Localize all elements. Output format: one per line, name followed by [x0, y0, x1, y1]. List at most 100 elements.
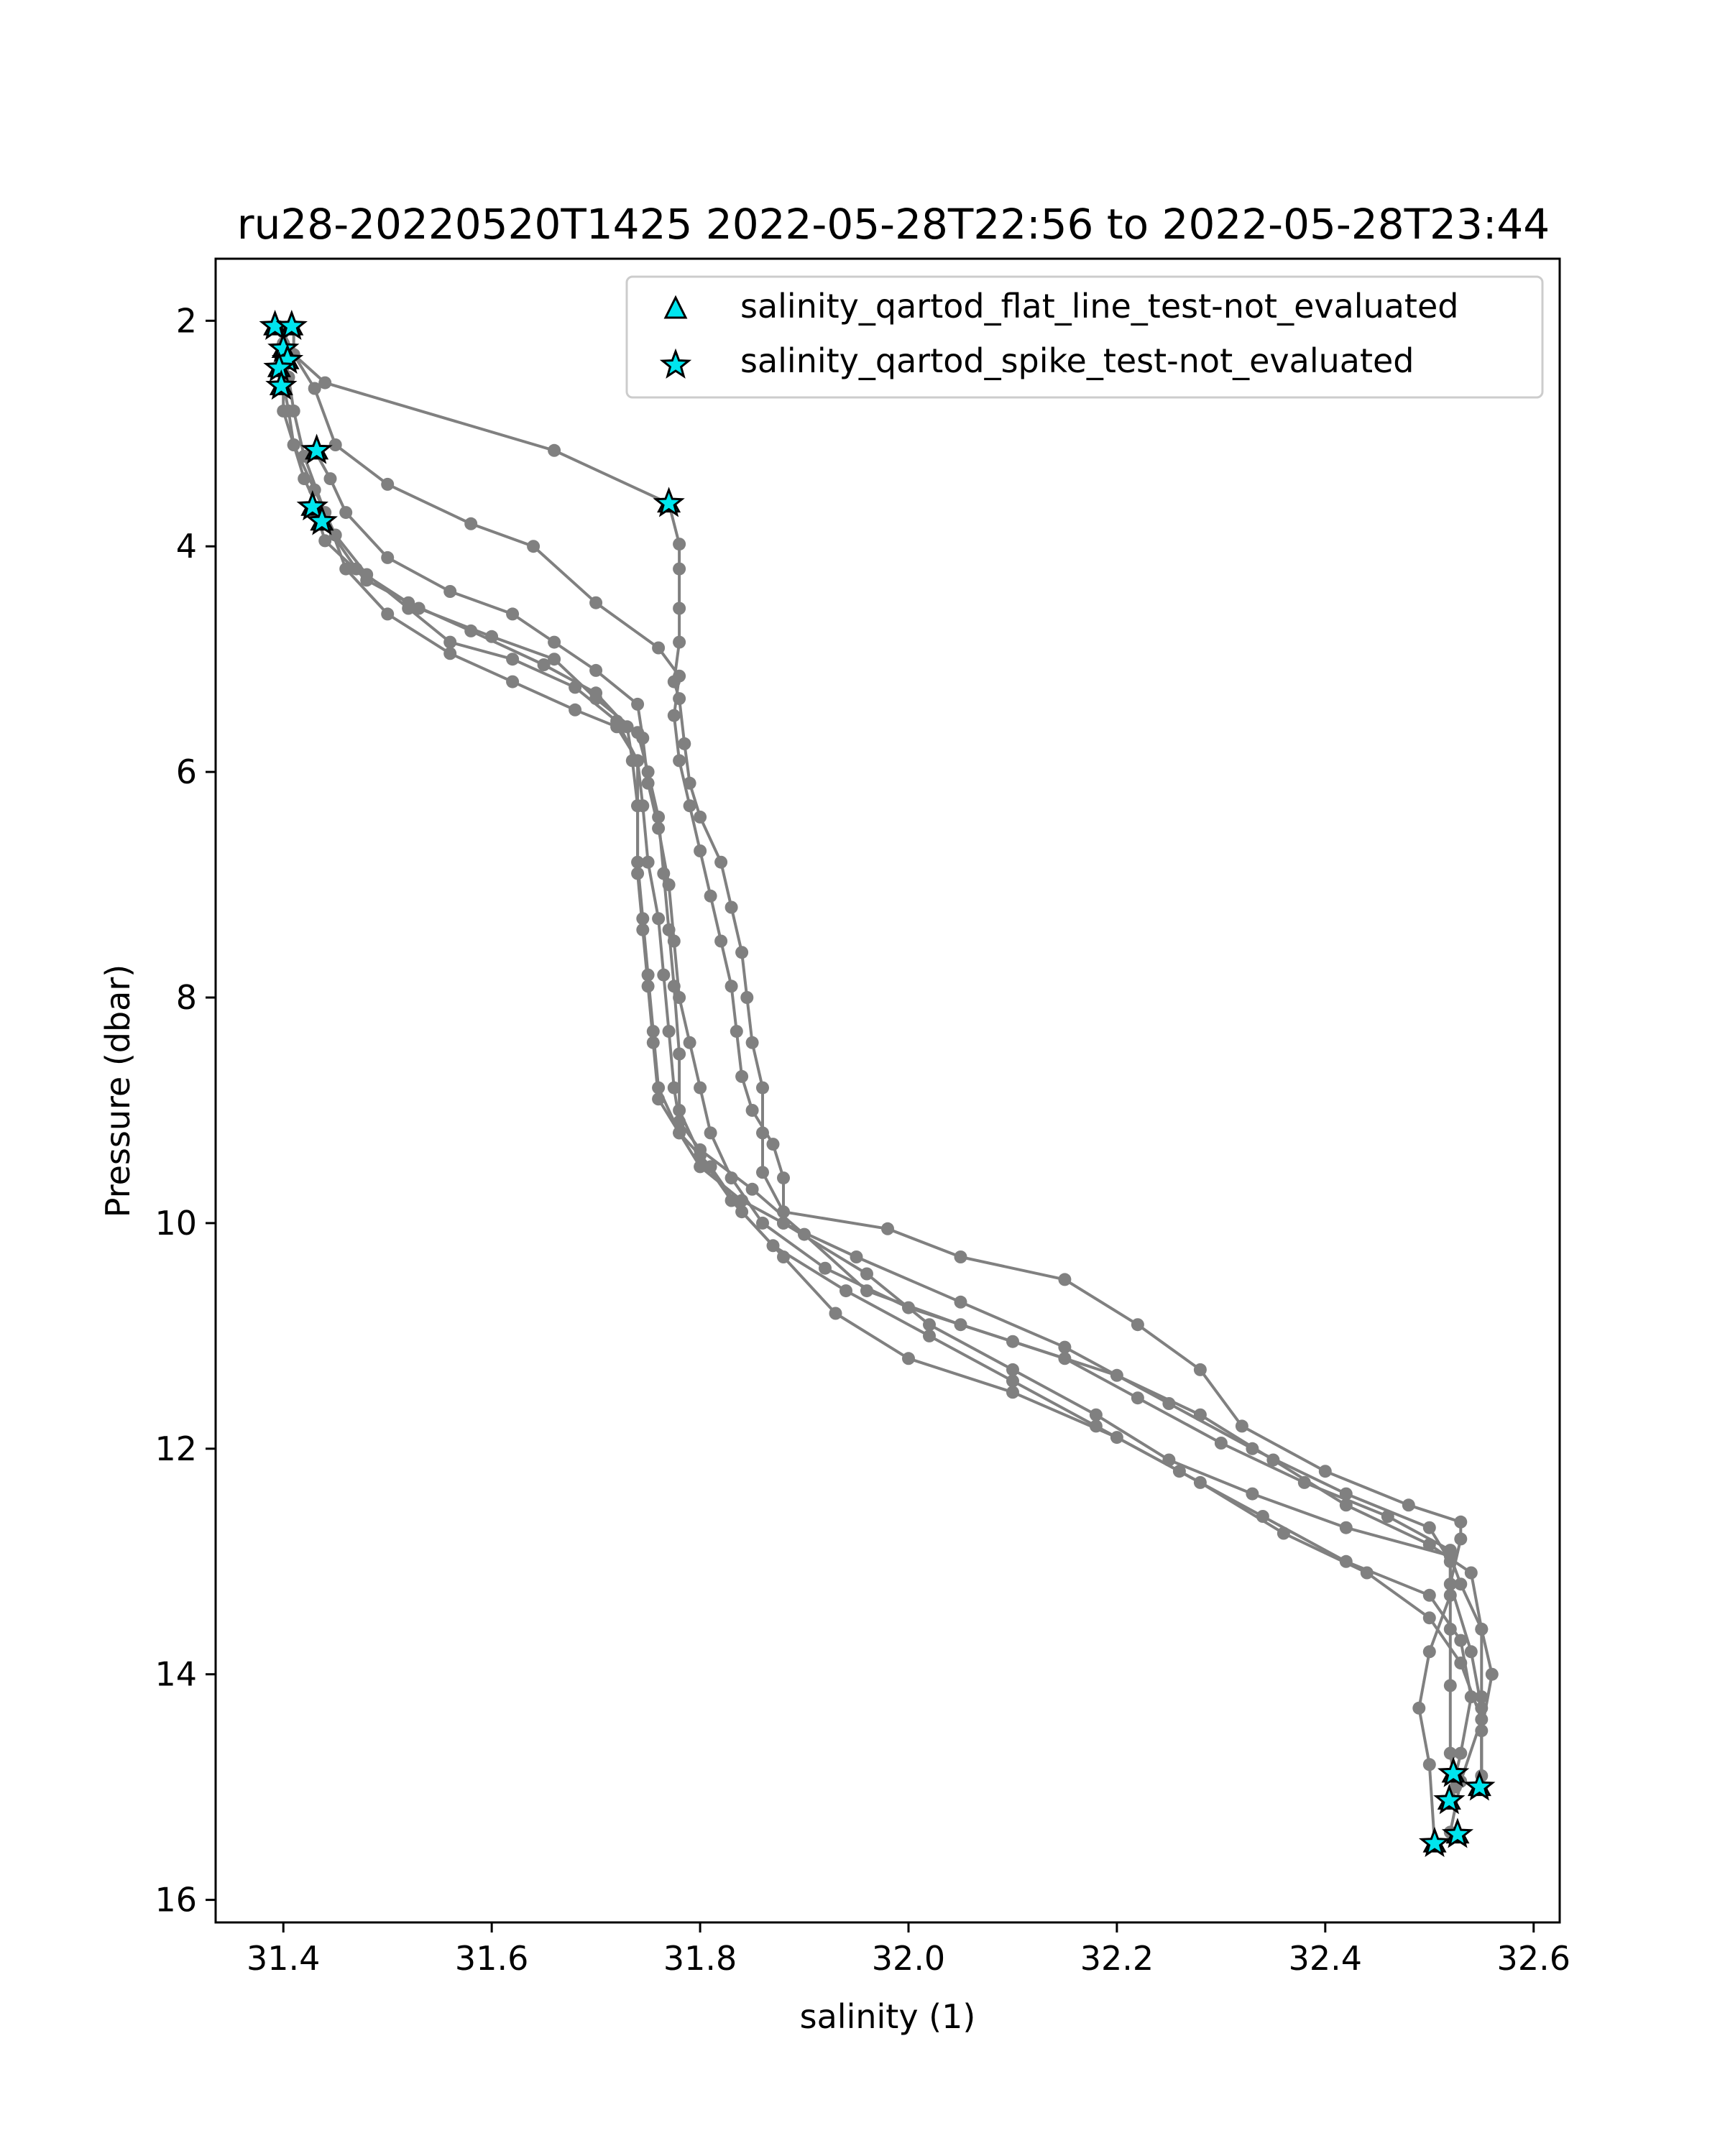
- profile-point: [1443, 1746, 1457, 1760]
- profile-point: [464, 517, 478, 530]
- profile-point: [412, 602, 426, 615]
- triangle-icon: [663, 295, 688, 319]
- profile-point: [620, 720, 634, 734]
- legend-box: [625, 275, 1544, 399]
- y-tick-label: 16: [155, 1881, 197, 1920]
- profile-point: [1006, 1374, 1019, 1388]
- profile-point: [730, 1025, 743, 1038]
- profile-point: [673, 602, 686, 615]
- profile-point: [641, 765, 655, 779]
- profile-point: [506, 653, 520, 666]
- profile-point: [641, 855, 655, 869]
- profile-point: [662, 923, 676, 936]
- x-tick-label: 32.6: [1497, 1939, 1570, 1978]
- profile-point: [1381, 1510, 1394, 1523]
- profile-point: [673, 1126, 686, 1140]
- profile-point: [646, 1036, 660, 1049]
- profile-point: [881, 1222, 894, 1235]
- profile-point: [318, 534, 332, 548]
- chart-title: ru28-20220520T1425 2022-05-28T22:56 to 2…: [237, 200, 1550, 249]
- profile-point: [954, 1295, 967, 1309]
- spike-not-evaluated-marker: [275, 309, 308, 340]
- profile-point: [308, 382, 321, 395]
- y-axis-label: Pressure (dbar): [98, 964, 137, 1217]
- profile-point: [1443, 1544, 1457, 1557]
- profile-point: [1006, 1335, 1019, 1348]
- profile-point: [1339, 1498, 1353, 1512]
- y-tick-label: 14: [155, 1655, 197, 1694]
- y-tick-label: 6: [176, 752, 197, 791]
- profile-point: [1464, 1690, 1478, 1704]
- spike-not-evaluated-marker: [653, 487, 685, 517]
- profile-point: [1006, 1363, 1019, 1376]
- y-tick-label: 10: [155, 1204, 197, 1243]
- legend-label-spike: salinity_qartod_spike_test-not_evaluated: [740, 341, 1414, 380]
- profile-point: [694, 1160, 707, 1174]
- profile-point: [1412, 1701, 1426, 1715]
- profile-point: [569, 703, 582, 717]
- profile-point: [704, 889, 717, 903]
- profile-point: [657, 968, 671, 982]
- profile-point: [625, 754, 639, 768]
- profile-point: [328, 438, 342, 451]
- profile-point: [829, 1307, 842, 1320]
- profile-point: [589, 663, 603, 677]
- profile-point: [548, 635, 561, 649]
- y-tick-label: 2: [176, 301, 197, 340]
- profile-point: [652, 1092, 666, 1106]
- spike-not-evaluated-marker: [300, 433, 333, 464]
- profile-point: [1402, 1498, 1415, 1512]
- profile-point: [694, 1081, 707, 1095]
- profile-point: [694, 1148, 707, 1162]
- y-tick-label: 8: [176, 978, 197, 1017]
- profile-point: [724, 1171, 738, 1185]
- profile-point: [694, 810, 707, 824]
- profile-point: [923, 1318, 936, 1332]
- profile-point: [1422, 1611, 1436, 1625]
- profile-point: [1246, 1487, 1259, 1501]
- profile-point: [1131, 1318, 1144, 1332]
- spike-not-evaluated-marker: [305, 505, 338, 535]
- profile-point: [850, 1250, 863, 1263]
- profile-point: [1464, 1566, 1478, 1580]
- profile-point: [923, 1329, 936, 1342]
- profile-point: [667, 1081, 681, 1095]
- profile-point: [1256, 1510, 1269, 1523]
- profile-point: [766, 1138, 780, 1151]
- profile-point: [381, 550, 395, 564]
- profile-point: [548, 443, 561, 457]
- x-tick-label: 32.4: [1289, 1939, 1362, 1978]
- y-axis: 2 4 6 8 10 12 14 16: [155, 301, 216, 1920]
- profile-point: [1422, 1758, 1436, 1772]
- profile-point: [652, 912, 666, 926]
- profile-point: [360, 573, 374, 587]
- profile-point: [714, 934, 728, 948]
- profile-point: [1339, 1554, 1353, 1568]
- profile-point: [298, 472, 311, 486]
- profile-point: [527, 540, 540, 553]
- x-tick-label: 31.8: [663, 1939, 737, 1978]
- profile-point: [589, 596, 603, 609]
- profile-point: [819, 1261, 832, 1275]
- profile-point: [318, 376, 332, 390]
- legend: salinity_qartod_flat_line_test-not_evalu…: [625, 275, 1544, 399]
- profile-point: [548, 653, 561, 666]
- profile-point: [631, 726, 645, 740]
- profile-point: [1422, 1521, 1436, 1534]
- profile-point: [443, 585, 457, 598]
- profile-point: [1485, 1667, 1499, 1681]
- profile-point: [636, 923, 650, 936]
- profile-point: [1454, 1532, 1468, 1546]
- profile-point: [766, 1239, 780, 1253]
- profile-point: [537, 658, 551, 671]
- profile-point: [1089, 1419, 1103, 1433]
- profile-point: [339, 506, 353, 520]
- profile-point: [1193, 1363, 1207, 1376]
- x-tick-label: 31.6: [455, 1939, 528, 1978]
- legend-label-flat-line: salinity_qartod_flat_line_test-not_evalu…: [740, 287, 1458, 326]
- profile-point: [381, 477, 395, 491]
- star-icon: [659, 348, 692, 379]
- profile-point: [954, 1250, 967, 1263]
- profile-point: [506, 675, 520, 688]
